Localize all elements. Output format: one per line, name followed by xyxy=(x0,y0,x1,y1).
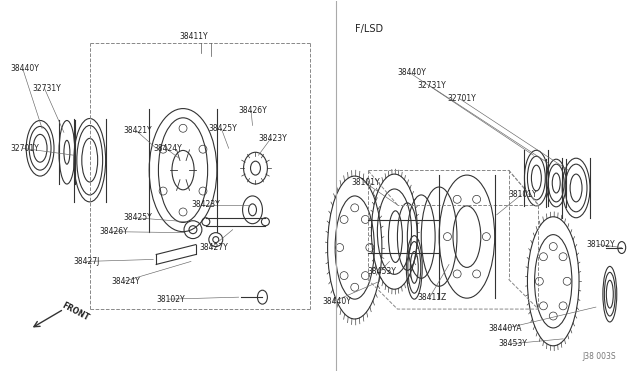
Text: 38424Y: 38424Y xyxy=(153,144,182,153)
Text: 38453Y: 38453Y xyxy=(499,339,527,348)
Text: 32731Y: 32731Y xyxy=(32,84,61,93)
Text: 38440Y: 38440Y xyxy=(397,68,426,77)
Text: 38440YA: 38440YA xyxy=(489,324,522,333)
Text: FRONT: FRONT xyxy=(60,301,90,323)
Text: 38453Y: 38453Y xyxy=(367,267,397,276)
Text: 38102Y: 38102Y xyxy=(156,295,185,304)
Text: 32701Y: 32701Y xyxy=(447,94,476,103)
Text: 38421Y: 38421Y xyxy=(124,126,152,135)
Text: 38425Y: 38425Y xyxy=(124,213,152,222)
Text: 38411Z: 38411Z xyxy=(417,293,447,302)
Text: F/LSD: F/LSD xyxy=(355,24,383,34)
Text: 38423Y: 38423Y xyxy=(259,134,287,143)
Text: 38426Y: 38426Y xyxy=(100,227,129,236)
Text: 38425Y: 38425Y xyxy=(209,124,237,133)
Text: 38101Y: 38101Y xyxy=(509,190,537,199)
Text: 38101Y: 38101Y xyxy=(352,177,380,186)
Text: 38411Y: 38411Y xyxy=(179,32,208,41)
Text: 38440Y: 38440Y xyxy=(322,296,351,306)
Text: J38 003S: J38 003S xyxy=(582,352,616,361)
Text: 38424Y: 38424Y xyxy=(111,277,140,286)
Text: 32701Y: 32701Y xyxy=(10,144,39,153)
Text: 38427Y: 38427Y xyxy=(199,243,228,252)
Text: 38423Y: 38423Y xyxy=(191,201,220,209)
Text: 38426Y: 38426Y xyxy=(239,106,268,115)
Text: 38440Y: 38440Y xyxy=(10,64,39,73)
Text: 38102Y: 38102Y xyxy=(586,240,614,249)
Text: 38427J: 38427J xyxy=(74,257,100,266)
Text: 32731Y: 32731Y xyxy=(417,81,446,90)
